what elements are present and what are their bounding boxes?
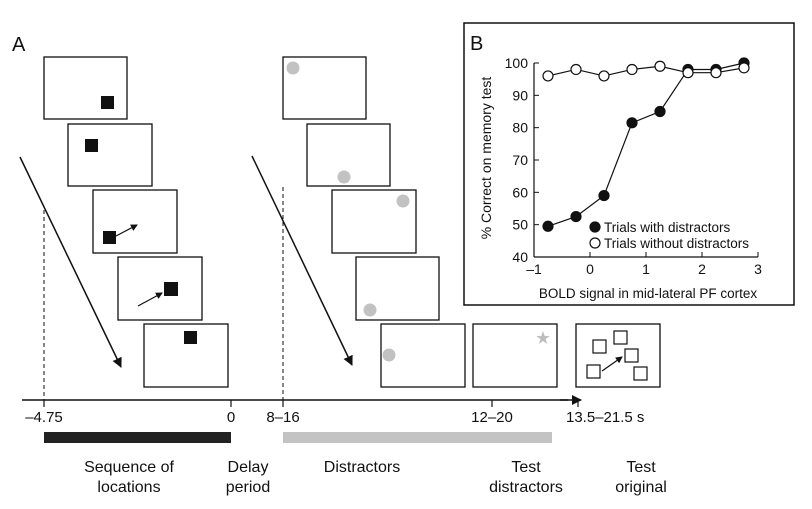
distractor-dot: [396, 194, 410, 208]
distractor-screen-5: [380, 323, 466, 388]
x-tick-label: 1: [642, 261, 650, 277]
phase-label-line: original: [615, 479, 667, 496]
legend-marker: [589, 221, 601, 233]
time-label-start: –4.75: [25, 409, 63, 426]
data-point-open: [738, 62, 750, 74]
y-tick-label: 90: [512, 87, 528, 103]
time-label-zero: 0: [226, 409, 236, 426]
time-label-test-distractor: 12–20: [471, 409, 513, 426]
distractor-screen-4: [355, 256, 440, 321]
phase-label-sequence: Sequence of locations: [64, 458, 194, 498]
panel-b-chart: 40 50 60 70 80 90 100 –1 0 1 2 3 BOLD signal in mid-…: [478, 55, 762, 301]
data-point-filled: [542, 220, 554, 232]
y-axis-label: % Correct on memory test: [478, 77, 494, 240]
phase-label-test-distractors: Test distractors: [476, 458, 576, 498]
phase-label-line: Test: [511, 459, 541, 476]
distractor-screen-3: [331, 189, 417, 254]
star-icon: [536, 331, 550, 344]
test-original-screen: [575, 323, 661, 388]
data-point-filled: [598, 189, 610, 202]
distractor-dot: [286, 61, 300, 75]
y-tick-label: 100: [505, 55, 529, 71]
data-point-open: [626, 63, 638, 76]
location-square: [164, 282, 178, 296]
data-point-filled: [654, 105, 666, 118]
data-point-open: [570, 63, 582, 76]
time-label-test-original: 13.5–21.5 s: [566, 409, 645, 426]
location-square-outline: [633, 366, 648, 381]
phase-label-line: Distractors: [323, 459, 401, 476]
legend-marker: [589, 237, 601, 249]
x-tick-label: 0: [586, 261, 594, 277]
phase-label-line: locations: [97, 479, 161, 496]
data-point-open: [598, 70, 610, 82]
panel-a-letter: A: [12, 34, 26, 56]
y-tick-label: 70: [512, 152, 528, 168]
distractor-arrow: [251, 155, 353, 366]
data-point-filled: [626, 117, 638, 129]
phase-label-line: Sequence of: [84, 459, 174, 476]
y-tick-label: 40: [512, 249, 528, 265]
phase-label-line: period: [225, 479, 271, 496]
phase-label-distractors: Distractors: [310, 458, 414, 478]
time-label-distractor-onset: 8–16: [266, 409, 300, 426]
phase-label-delay: Delay period: [218, 458, 278, 498]
location-square-outline: [624, 348, 639, 363]
location-square-outline: [613, 330, 628, 345]
legend-label: Trials without distractors: [604, 236, 749, 251]
data-point-open: [654, 60, 666, 72]
sequence-screen-3: [92, 189, 178, 254]
location-square: [85, 139, 98, 152]
sequence-screens: [43, 56, 229, 388]
location-square: [103, 231, 116, 244]
phase-label-test-original: Test original: [596, 458, 686, 498]
distractor-dot: [337, 170, 351, 184]
sequence-screen-1: [43, 56, 128, 120]
sequence-phase-bar: [44, 432, 231, 443]
x-axis-label: BOLD signal in mid-lateral PF cortex: [539, 286, 758, 301]
test-distractor-screen: [472, 323, 558, 388]
sequence-screen-5: [143, 323, 229, 388]
y-tick-label: 50: [512, 217, 528, 233]
distractor-screen-1: [282, 56, 367, 120]
phase-label-line: Test: [626, 459, 656, 476]
phase-label-line: distractors: [489, 479, 563, 496]
x-tick-label: 2: [698, 261, 706, 277]
sequence-arrow: [19, 156, 122, 368]
location-square: [184, 331, 197, 344]
distractor-phase-bar: [283, 432, 552, 443]
x-tick-label: 3: [754, 261, 762, 277]
distractor-dot: [382, 348, 396, 362]
data-point-open: [710, 67, 722, 79]
y-tick-label: 60: [512, 184, 528, 200]
distractor-screens: [282, 56, 661, 388]
data-point-filled: [570, 210, 582, 223]
data-point-open: [682, 67, 694, 79]
distractor-dot: [363, 303, 377, 317]
location-square-outline: [586, 364, 601, 379]
distractor-screen-2: [306, 123, 391, 187]
location-square: [101, 96, 114, 109]
panel-b-letter: B: [470, 33, 484, 55]
phase-label-line: Delay: [227, 459, 269, 476]
data-point-open: [542, 70, 554, 82]
movement-arrow: [115, 224, 138, 237]
x-tick-label: –1: [526, 261, 542, 277]
sequence-screen-4: [117, 256, 203, 321]
sequence-screen-2: [67, 123, 153, 187]
location-square-outline: [592, 339, 607, 354]
movement-arrow: [601, 356, 623, 372]
legend-label: Trials with distractors: [604, 220, 731, 235]
y-tick-label: 80: [512, 120, 528, 136]
movement-arrow: [137, 292, 163, 307]
